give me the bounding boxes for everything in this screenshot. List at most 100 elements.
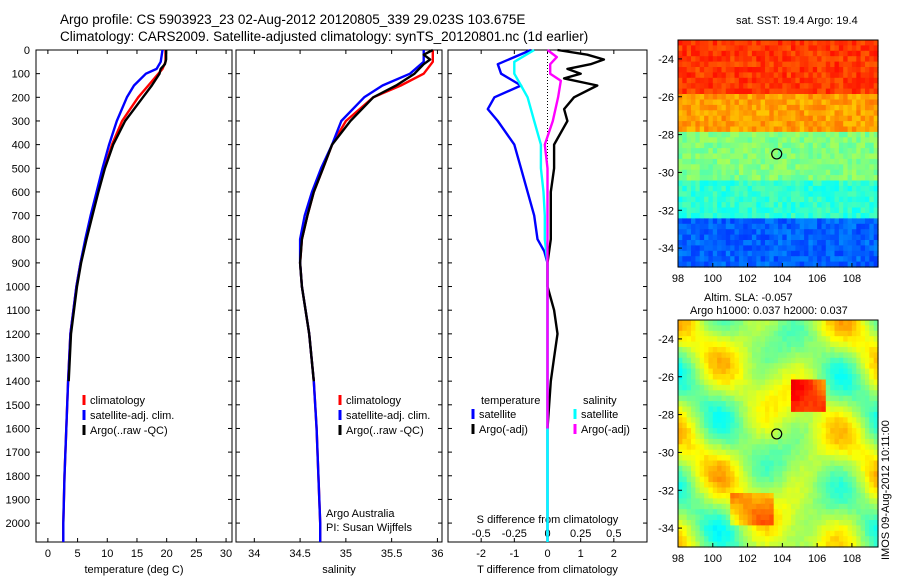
map-cell xyxy=(869,374,875,380)
map-cell xyxy=(708,336,714,343)
map-cell xyxy=(847,110,853,117)
map-cell xyxy=(717,164,722,171)
y-tick-label: 500 xyxy=(12,163,30,175)
map-cell xyxy=(799,83,805,90)
map-cell xyxy=(712,390,718,397)
map-cell xyxy=(682,536,688,543)
map-cell xyxy=(851,256,857,263)
map-cell xyxy=(825,180,831,187)
map-cell xyxy=(804,347,809,353)
map-cell xyxy=(856,482,862,489)
map-cell xyxy=(782,240,788,246)
map-cell xyxy=(838,88,844,95)
map-cell xyxy=(760,158,766,165)
map-cell xyxy=(865,541,870,548)
map-cell xyxy=(856,245,862,252)
map-cell xyxy=(799,213,805,219)
map-cell xyxy=(865,433,870,440)
map-cell xyxy=(738,256,744,263)
map-cell xyxy=(686,40,692,46)
map-y-tick-label: -26 xyxy=(658,372,674,384)
map-cell xyxy=(756,126,762,133)
map-cell xyxy=(717,514,722,521)
map-cell xyxy=(830,72,836,79)
map-cell xyxy=(847,185,853,192)
map-cell xyxy=(869,142,875,149)
map-cell xyxy=(751,509,757,516)
map-cell xyxy=(786,411,792,418)
x-tick-label: -1 xyxy=(509,548,519,560)
map-cell xyxy=(825,153,831,160)
map-cell xyxy=(730,482,736,489)
map-cell xyxy=(782,261,788,268)
map-cell xyxy=(717,482,722,489)
map-cell xyxy=(765,330,770,337)
map-cell xyxy=(712,126,718,133)
map-cell xyxy=(838,422,844,429)
legend-label: satellite-adj. clim. xyxy=(346,410,430,422)
map-cell xyxy=(760,503,766,510)
map-cell xyxy=(821,352,827,359)
map-cell xyxy=(695,390,701,397)
map-cell xyxy=(721,455,727,462)
map-cell xyxy=(760,368,766,375)
map-cell xyxy=(773,94,779,100)
map-cell xyxy=(682,438,688,445)
map-cell xyxy=(765,465,770,472)
map-cell xyxy=(734,411,740,418)
map-cell xyxy=(791,158,796,165)
map-cell xyxy=(856,180,862,187)
map-cell xyxy=(708,110,714,117)
map-cell xyxy=(873,56,879,63)
map-cell xyxy=(704,444,709,451)
map-cell xyxy=(699,438,705,445)
map-cell xyxy=(756,45,762,52)
map-cell xyxy=(817,374,822,380)
map-cell xyxy=(812,99,818,106)
map-cell xyxy=(708,401,714,408)
map-cell xyxy=(873,169,879,176)
map-cell xyxy=(817,56,822,63)
map-cell xyxy=(817,223,822,230)
map-cell xyxy=(747,379,753,386)
map-cell xyxy=(717,417,722,424)
map-cell xyxy=(708,357,714,364)
map-cell xyxy=(825,438,831,445)
map-cell xyxy=(730,379,736,386)
map-cell xyxy=(773,158,779,165)
map-cell xyxy=(812,368,818,375)
map-cell xyxy=(747,218,753,225)
map-cell xyxy=(704,503,709,510)
map-cell xyxy=(851,401,857,408)
map-cell xyxy=(756,88,762,95)
map-cell xyxy=(721,223,727,230)
map-cell xyxy=(851,460,857,467)
map-cell xyxy=(730,411,736,418)
map-cell xyxy=(734,180,740,187)
map-cell xyxy=(678,395,683,402)
map-cell xyxy=(738,250,744,257)
map-cell xyxy=(825,158,831,165)
map-cell xyxy=(838,465,844,472)
map-cell xyxy=(834,169,840,176)
map-cell xyxy=(747,240,753,246)
map-cell xyxy=(791,347,796,353)
map-cell xyxy=(791,411,796,418)
map-cell xyxy=(678,509,683,516)
map-cell xyxy=(778,401,783,408)
map-cell xyxy=(751,325,757,332)
map-cell xyxy=(786,45,792,52)
map-cell xyxy=(717,487,722,494)
map-cell xyxy=(734,67,740,73)
map-cell xyxy=(678,503,683,510)
map-cell xyxy=(717,520,722,526)
map-cell xyxy=(699,153,705,160)
map-cell xyxy=(812,158,818,165)
map-cell xyxy=(765,250,770,257)
map-cell xyxy=(734,320,740,326)
map-cell xyxy=(751,83,757,90)
map-cell xyxy=(786,503,792,510)
map-cell xyxy=(791,250,796,257)
map-cell xyxy=(760,433,766,440)
map-cell xyxy=(808,185,814,192)
